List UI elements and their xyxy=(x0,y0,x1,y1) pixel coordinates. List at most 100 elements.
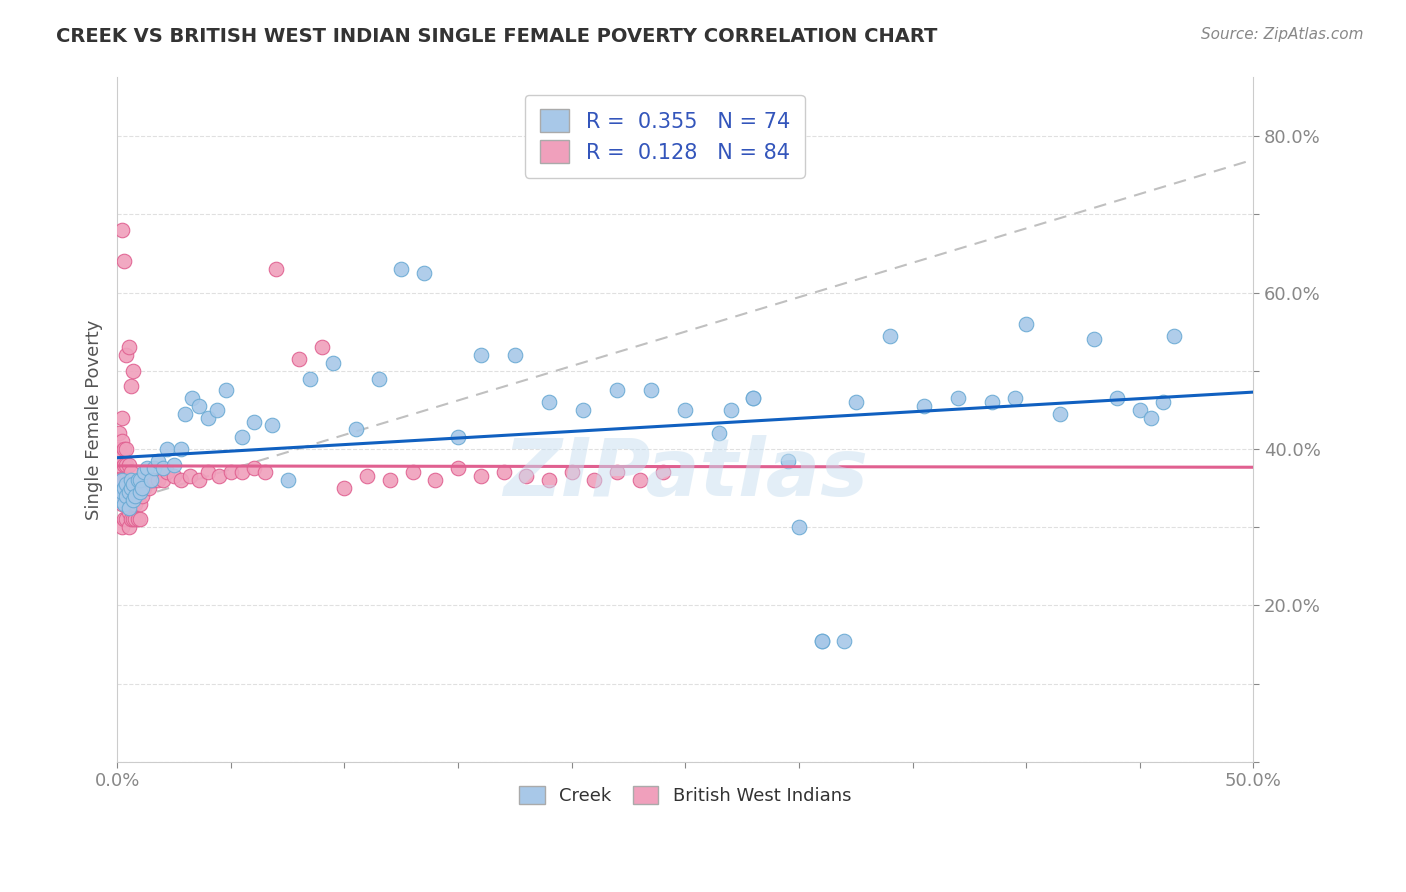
Point xyxy=(277,473,299,487)
Point xyxy=(260,418,283,433)
Point xyxy=(515,469,537,483)
Point xyxy=(640,384,662,398)
Point xyxy=(606,384,628,398)
Point xyxy=(1105,391,1128,405)
Point xyxy=(111,520,134,534)
Point xyxy=(115,442,138,456)
Point xyxy=(108,458,131,472)
Point xyxy=(787,520,810,534)
Point xyxy=(146,453,169,467)
Point xyxy=(129,485,152,500)
Point xyxy=(122,497,145,511)
Point xyxy=(127,512,149,526)
Point xyxy=(810,633,832,648)
Point xyxy=(447,461,470,475)
Point xyxy=(156,442,179,456)
Point xyxy=(1083,333,1105,347)
Point xyxy=(470,469,492,483)
Point xyxy=(1152,395,1174,409)
Point xyxy=(122,364,145,378)
Point xyxy=(124,497,146,511)
Point xyxy=(141,473,163,487)
Point xyxy=(115,489,138,503)
Point xyxy=(264,262,287,277)
Point xyxy=(112,497,135,511)
Point xyxy=(311,340,333,354)
Point xyxy=(242,461,264,475)
Point xyxy=(401,466,423,480)
Point xyxy=(583,473,606,487)
Point xyxy=(163,469,186,483)
Point xyxy=(163,458,186,472)
Point xyxy=(115,489,138,503)
Point xyxy=(115,473,138,487)
Point xyxy=(117,489,139,503)
Point xyxy=(709,426,731,441)
Point xyxy=(142,473,165,487)
Point xyxy=(112,481,135,495)
Point xyxy=(120,497,142,511)
Point xyxy=(111,410,134,425)
Point xyxy=(179,469,201,483)
Point xyxy=(834,633,856,648)
Point xyxy=(131,481,153,495)
Point xyxy=(197,466,219,480)
Point xyxy=(156,466,179,480)
Point xyxy=(215,384,238,398)
Point xyxy=(127,489,149,503)
Point xyxy=(208,469,231,483)
Point xyxy=(1049,407,1071,421)
Point xyxy=(108,492,131,507)
Point xyxy=(122,477,145,491)
Point xyxy=(344,422,367,436)
Point xyxy=(205,402,228,417)
Point xyxy=(120,379,142,393)
Point xyxy=(197,410,219,425)
Point xyxy=(122,512,145,526)
Point xyxy=(111,434,134,449)
Point xyxy=(129,481,152,495)
Point xyxy=(946,391,969,405)
Point xyxy=(108,426,131,441)
Point xyxy=(120,481,142,495)
Point xyxy=(112,489,135,503)
Point xyxy=(470,348,492,362)
Point xyxy=(108,489,131,503)
Point xyxy=(288,351,311,366)
Point xyxy=(135,473,157,487)
Point xyxy=(111,473,134,487)
Point xyxy=(142,461,165,475)
Point xyxy=(135,461,157,475)
Point xyxy=(981,395,1004,409)
Point xyxy=(111,497,134,511)
Point xyxy=(1015,317,1038,331)
Point xyxy=(117,485,139,500)
Point xyxy=(810,633,832,648)
Point xyxy=(720,402,742,417)
Point xyxy=(170,473,193,487)
Point xyxy=(152,461,174,475)
Point xyxy=(492,466,515,480)
Point xyxy=(253,466,276,480)
Point xyxy=(299,371,322,385)
Legend: Creek, British West Indians: Creek, British West Indians xyxy=(510,777,860,814)
Point xyxy=(322,356,344,370)
Point xyxy=(242,415,264,429)
Point xyxy=(188,473,211,487)
Point xyxy=(117,500,139,515)
Point xyxy=(112,458,135,472)
Point xyxy=(651,466,673,480)
Point xyxy=(879,328,901,343)
Point xyxy=(1140,410,1163,425)
Point xyxy=(134,481,156,495)
Point xyxy=(115,512,138,526)
Point xyxy=(124,512,146,526)
Point xyxy=(117,340,139,354)
Point xyxy=(111,485,134,500)
Point xyxy=(111,450,134,464)
Point xyxy=(776,453,799,467)
Point xyxy=(129,497,152,511)
Point xyxy=(181,391,204,405)
Point xyxy=(1163,328,1185,343)
Point xyxy=(120,512,142,526)
